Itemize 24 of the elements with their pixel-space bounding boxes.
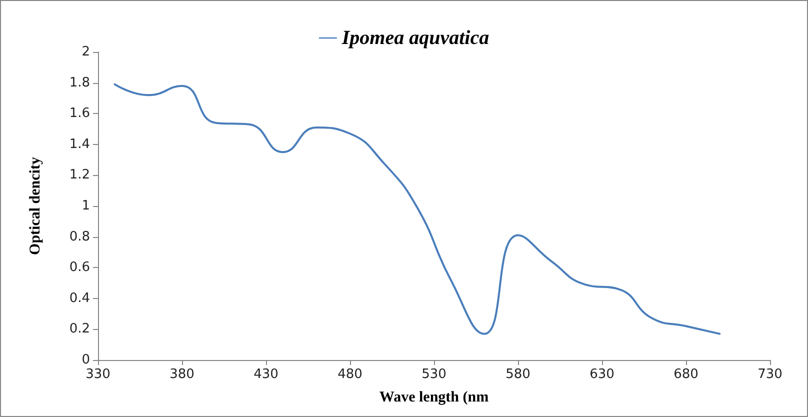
y-tick-label: 1.6 [69,106,90,122]
x-tick-label: 380 [170,367,194,382]
y-tick-label: 0 [82,352,90,368]
y-tick-label: 0.4 [69,290,90,306]
y-axis-title: Optical dencity [28,156,44,255]
x-tick-label: 480 [338,367,362,382]
y-tick-label: 1 [82,198,90,214]
x-tick-label: 680 [674,367,698,382]
x-axis-title: Wave length (nm [379,390,490,406]
x-tick-label: 430 [254,367,278,382]
x-tick-label: 630 [590,367,614,382]
y-tick-label: 1.2 [69,168,90,183]
y-tick-label: 1.8 [69,75,90,90]
y-tick-label: 0.2 [69,322,90,337]
line-series [114,83,721,335]
x-tick-label: 730 [758,367,782,382]
y-tick-label: 0.6 [69,260,90,276]
y-tick-label: 2 [82,44,90,60]
y-tick-label: 1.4 [69,136,90,152]
legend-label: Ipomea aquvatica [340,27,490,49]
y-tick-label: 0.8 [69,229,90,244]
x-tick-label: 330 [86,367,110,382]
x-tick-label: 580 [506,367,530,382]
x-tick-label: 530 [422,367,446,382]
